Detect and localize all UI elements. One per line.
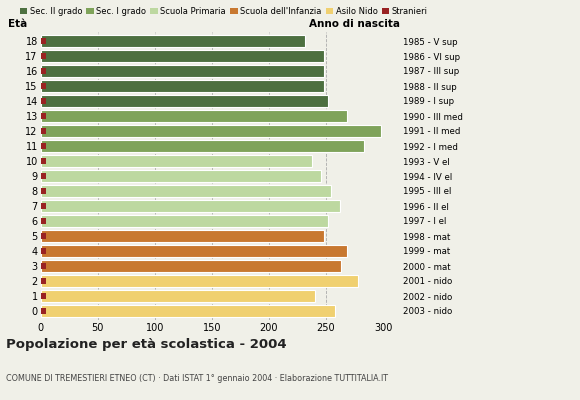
Bar: [41, 278, 46, 284]
Bar: [41, 308, 46, 314]
Legend: Sec. II grado, Sec. I grado, Scuola Primaria, Scuola dell'Infanzia, Asilo Nido, : Sec. II grado, Sec. I grado, Scuola Prim…: [20, 7, 428, 16]
Bar: [41, 125, 381, 137]
Bar: [41, 260, 341, 272]
Bar: [41, 113, 46, 119]
Bar: [41, 53, 46, 59]
Bar: [41, 173, 46, 179]
Bar: [41, 128, 46, 134]
Bar: [41, 233, 46, 239]
Bar: [41, 203, 46, 209]
Text: Età: Età: [8, 19, 27, 29]
Bar: [41, 293, 46, 299]
Text: Anno di nascita: Anno di nascita: [309, 19, 400, 29]
Bar: [41, 275, 358, 287]
Bar: [41, 155, 312, 167]
Bar: [41, 38, 46, 44]
Bar: [41, 143, 46, 149]
Bar: [41, 185, 331, 197]
Bar: [41, 80, 324, 92]
Bar: [41, 110, 346, 122]
Bar: [41, 35, 306, 47]
Bar: [41, 65, 324, 77]
Bar: [41, 248, 46, 254]
Text: COMUNE DI TREMESTIERI ETNEO (CT) · Dati ISTAT 1° gennaio 2004 · Elaborazione TUT: COMUNE DI TREMESTIERI ETNEO (CT) · Dati …: [6, 374, 388, 383]
Bar: [41, 140, 364, 152]
Bar: [41, 200, 340, 212]
Bar: [41, 305, 335, 317]
Bar: [41, 170, 321, 182]
Text: Popolazione per età scolastica - 2004: Popolazione per età scolastica - 2004: [6, 338, 287, 351]
Bar: [41, 188, 46, 194]
Bar: [41, 83, 46, 89]
Bar: [41, 245, 346, 257]
Bar: [41, 215, 328, 227]
Bar: [41, 50, 324, 62]
Bar: [41, 230, 324, 242]
Bar: [41, 158, 46, 164]
Bar: [41, 98, 46, 104]
Bar: [41, 68, 46, 74]
Bar: [41, 95, 328, 107]
Bar: [41, 290, 314, 302]
Bar: [41, 218, 46, 224]
Bar: [41, 263, 46, 269]
